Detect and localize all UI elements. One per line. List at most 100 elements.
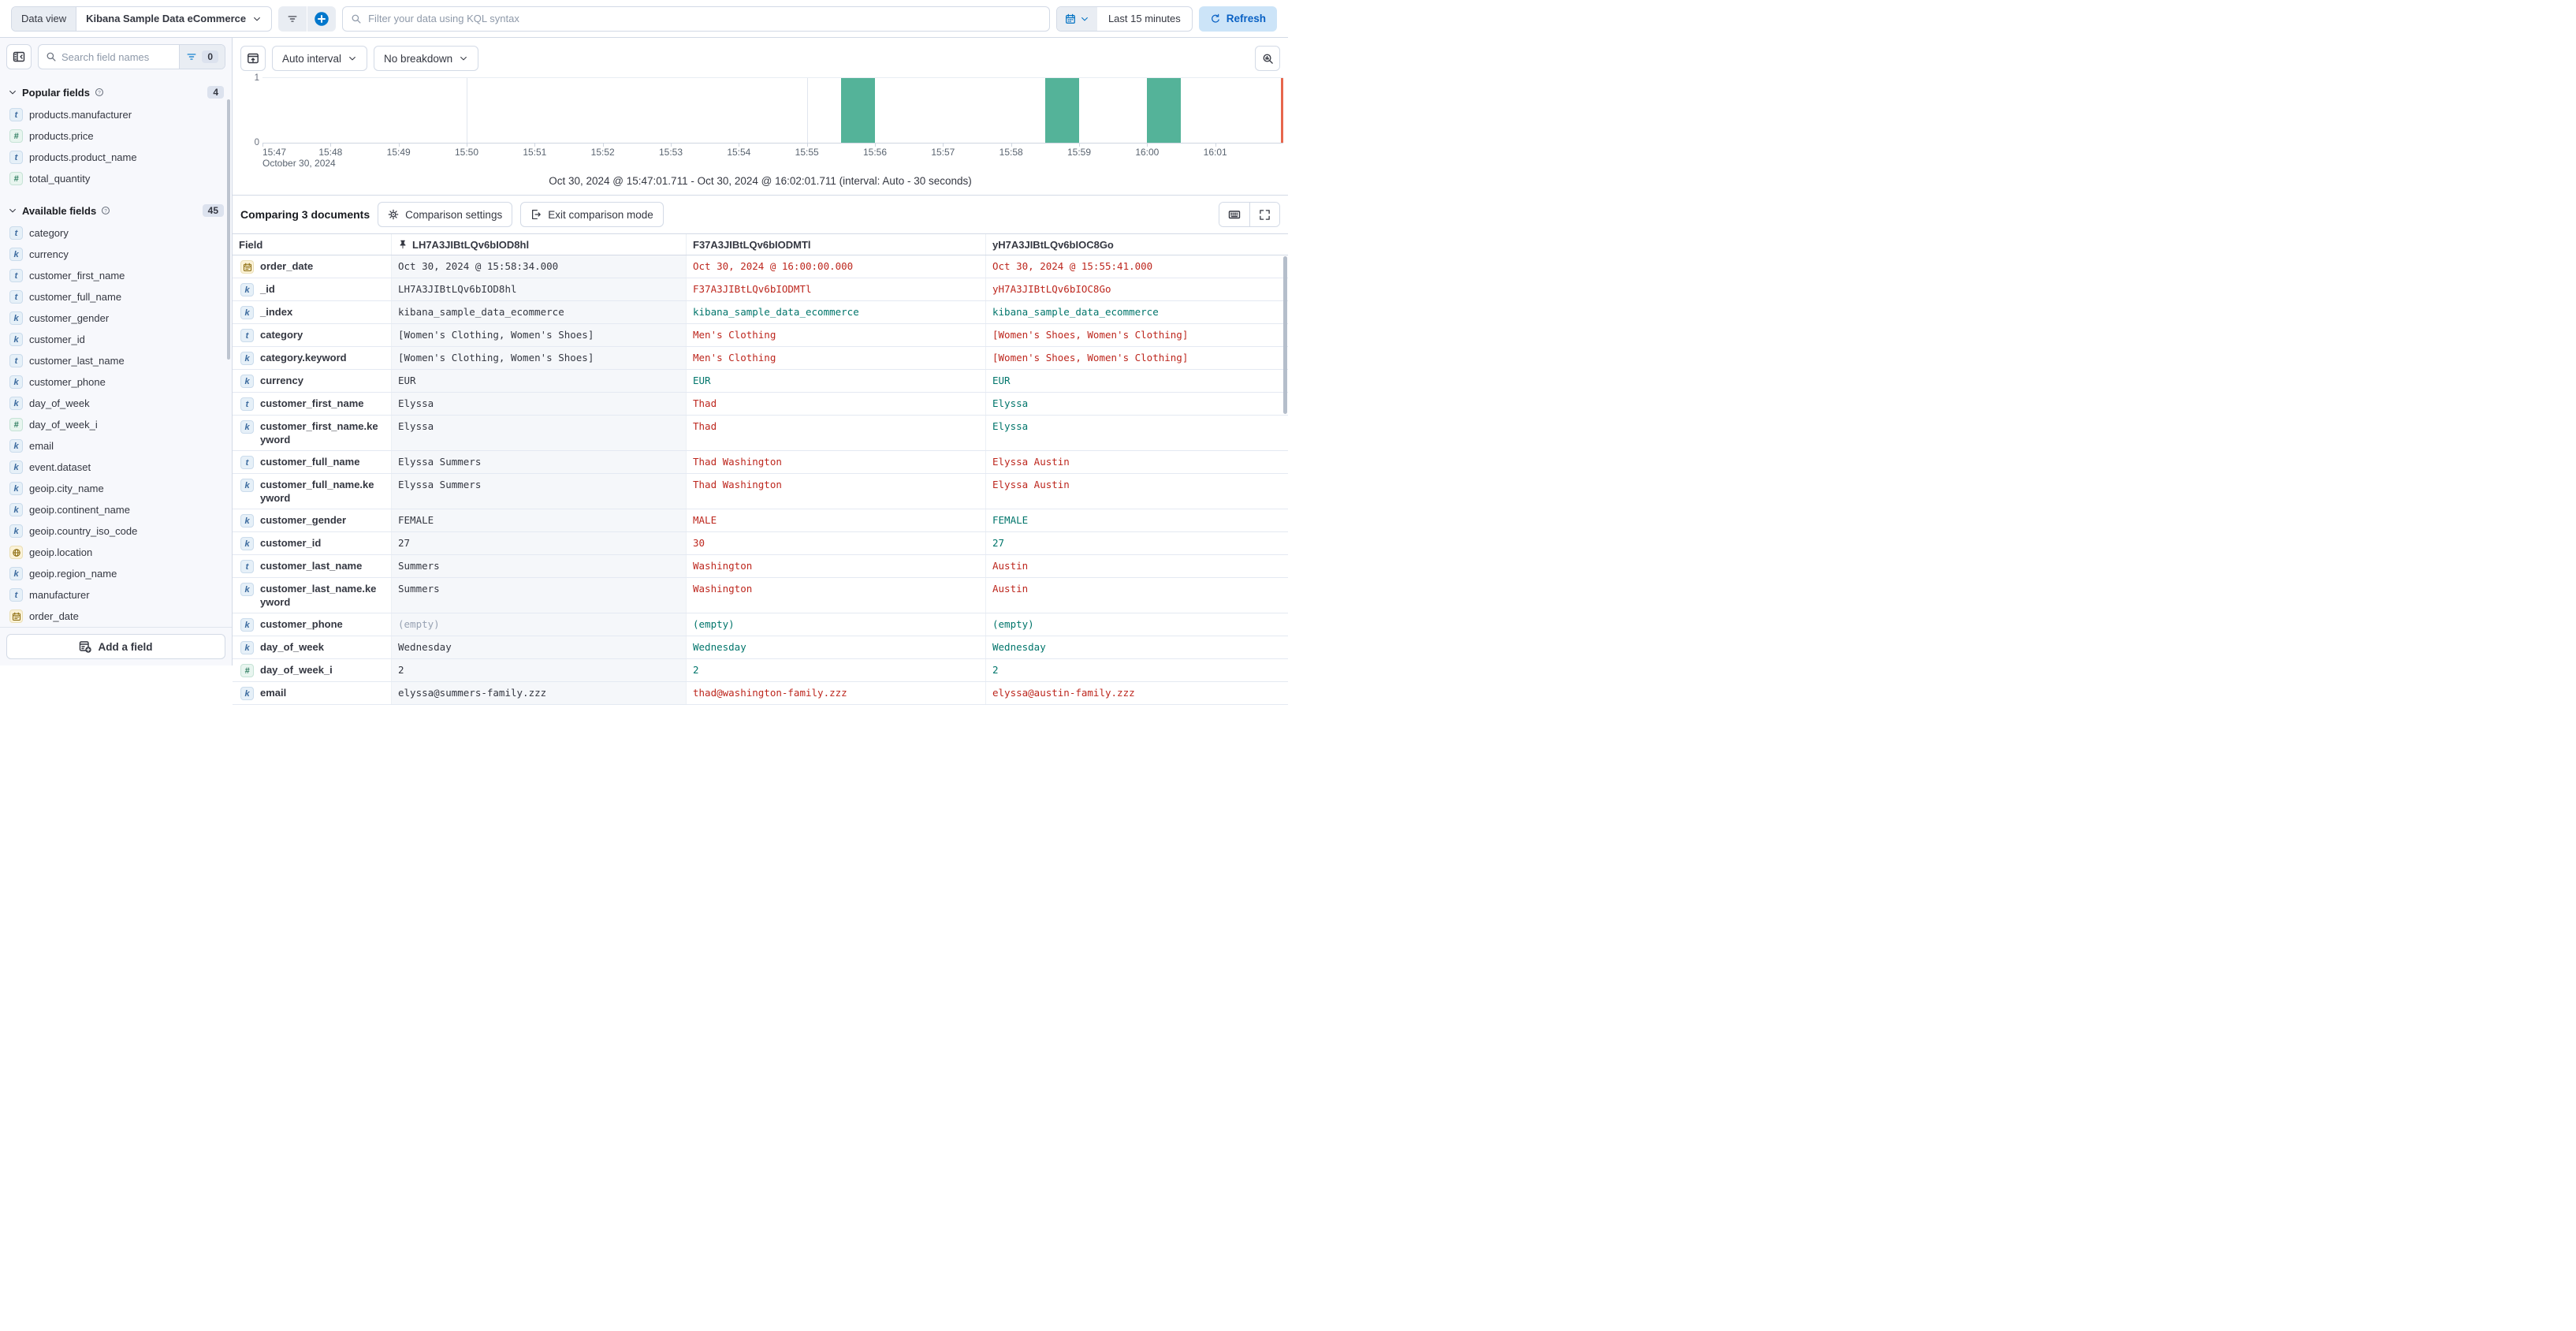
sidebar-field-item[interactable]: t products.manufacturer: [8, 104, 224, 125]
add-field-button[interactable]: Add a field: [6, 634, 225, 659]
doc-value-cell: Elyssa Austin: [992, 479, 1070, 490]
kql-search-input[interactable]: Filter your data using KQL syntax: [342, 6, 1050, 32]
doc-value-cell: Oct 30, 2024 @ 15:55:41.000: [992, 260, 1153, 272]
sidebar-field-item[interactable]: t category: [8, 222, 224, 244]
doc-value-cell: Washington: [687, 578, 986, 613]
comparison-settings-button[interactable]: Comparison settings: [378, 202, 513, 227]
available-fields-header[interactable]: Available fields ? 45: [8, 199, 224, 222]
filter-button[interactable]: [278, 6, 307, 32]
sidebar-field-item[interactable]: t customer_last_name: [8, 350, 224, 371]
sidebar-field-item[interactable]: k currency: [8, 244, 224, 265]
doc-value-cell: Oct 30, 2024 @ 16:00:00.000: [687, 255, 986, 278]
sidebar-scrollbar[interactable]: [227, 99, 230, 360]
field-name: customer_phone: [29, 376, 106, 388]
table-row: k day_of_week Wednesday Wednesday Wednesday: [233, 636, 1288, 659]
field-type-icon-t: t: [9, 151, 23, 164]
sidebar-field-item[interactable]: # products.price: [8, 125, 224, 147]
sidebar-field-item[interactable]: # total_quantity: [8, 168, 224, 189]
sidebar-field-item[interactable]: k customer_id: [8, 329, 224, 350]
sidebar-field-item[interactable]: k customer_phone: [8, 371, 224, 393]
field-name: geoip.region_name: [29, 568, 117, 580]
x-axis-tick: [1215, 144, 1216, 147]
pinned-doc-value-cell: Elyssa: [392, 393, 687, 415]
histogram-bar[interactable]: [1044, 78, 1079, 143]
popular-fields-header[interactable]: Popular fields ? 4: [8, 80, 224, 104]
field-filter-button[interactable]: 0: [179, 45, 225, 69]
table-scrollbar[interactable]: [1283, 256, 1287, 414]
time-range-value[interactable]: Last 15 minutes: [1107, 13, 1181, 24]
fullscreen-button[interactable]: [1249, 203, 1279, 226]
calendar-button[interactable]: [1056, 6, 1097, 31]
field-type-icon-k: k: [9, 439, 23, 453]
calendar-icon: [1065, 13, 1076, 24]
chevron-down-icon: [252, 14, 262, 24]
x-axis-tick: [534, 144, 536, 147]
refresh-button[interactable]: Refresh: [1198, 6, 1277, 32]
svg-text:?: ?: [104, 208, 107, 214]
plus-circle-icon: [314, 11, 329, 27]
sidebar-field-item[interactable]: order_date: [8, 606, 224, 627]
chart-gridline: [806, 78, 808, 143]
interval-label: Auto interval: [282, 52, 342, 65]
field-type-icon-k: k: [9, 460, 23, 474]
sidebar-field-item[interactable]: k geoip.country_iso_code: [8, 520, 224, 542]
x-axis-label: 16:00: [1135, 147, 1160, 158]
available-fields-count: 45: [202, 204, 224, 217]
sidebar-field-item[interactable]: t products.product_name: [8, 147, 224, 168]
pinned-doc-value-cell: 27: [392, 532, 687, 554]
sidebar-field-item[interactable]: k geoip.continent_name: [8, 499, 224, 520]
keyboard-shortcuts-button[interactable]: [1219, 203, 1249, 226]
sidebar-field-item[interactable]: t customer_full_name: [8, 286, 224, 308]
sidebar-field-item[interactable]: # day_of_week_i: [8, 414, 224, 435]
filter-icon: [287, 13, 298, 24]
interval-dropdown[interactable]: Auto interval: [272, 46, 368, 71]
add-filter-button[interactable]: [307, 6, 336, 32]
collapse-sidebar-button[interactable]: [6, 44, 32, 69]
breakdown-dropdown[interactable]: No breakdown: [374, 46, 479, 71]
y-axis-min: 0: [254, 138, 259, 147]
field-name: category: [260, 329, 303, 341]
field-search-input[interactable]: Search field names: [61, 50, 150, 63]
hide-chart-button[interactable]: [240, 46, 266, 71]
field-type-icon-k: k: [9, 524, 23, 538]
sidebar-field-item[interactable]: k geoip.region_name: [8, 563, 224, 584]
filter-button-group: [278, 6, 337, 32]
data-view-select[interactable]: Kibana Sample Data eCommerce: [76, 13, 271, 24]
doc-value-cell: Washington: [687, 555, 986, 577]
x-axis-label: 15:58: [999, 147, 1023, 158]
field-name: customer_id: [260, 537, 322, 549]
table-row: order_date Oct 30, 2024 @ 15:58:34.000 Oct…: [233, 255, 1288, 278]
chevron-down-icon: [459, 54, 468, 63]
doc-value-cell: Wednesday: [992, 641, 1046, 653]
x-axis-tick: [1147, 144, 1148, 147]
histogram-bar[interactable]: [1147, 78, 1182, 143]
edit-visualization-button[interactable]: [1255, 46, 1280, 71]
field-type-icon-k: k: [240, 283, 254, 296]
field-type-icon-date: [240, 260, 254, 274]
sidebar-field-item[interactable]: geoip.location: [8, 542, 224, 563]
sidebar-field-item[interactable]: k geoip.city_name: [8, 478, 224, 499]
doc-value-cell: [Women's Shoes, Women's Clothing]: [992, 329, 1189, 341]
sidebar-field-item[interactable]: k event.dataset: [8, 457, 224, 478]
x-axis-label: 15:51: [523, 147, 547, 158]
sidebar-field-item[interactable]: k customer_gender: [8, 308, 224, 329]
doc-value-cell: Wednesday: [687, 636, 986, 658]
sidebar-field-item[interactable]: k day_of_week: [8, 393, 224, 414]
doc-value-cell: Thad Washington: [687, 451, 986, 473]
sidebar-field-item[interactable]: k email: [8, 435, 224, 457]
pinned-doc-value-cell: kibana_sample_data_ecommerce: [392, 301, 687, 323]
help-icon: ?: [95, 88, 104, 97]
field-type-icon-k: k: [240, 618, 254, 632]
histogram-bar[interactable]: [840, 78, 875, 143]
exit-comparison-button[interactable]: Exit comparison mode: [520, 202, 664, 227]
sidebar-field-item[interactable]: t customer_first_name: [8, 265, 224, 286]
doc-value-cell: Thad: [687, 393, 986, 415]
sidebar-field-item[interactable]: t manufacturer: [8, 584, 224, 606]
field-name: customer_full_name: [260, 456, 360, 468]
doc-value-cell: Elyssa: [992, 397, 1029, 409]
doc-value-cell: EUR: [992, 375, 1011, 386]
field-search: Search field names 0: [38, 44, 225, 69]
popular-fields-count: 4: [207, 86, 224, 99]
x-axis-tick: [806, 144, 808, 147]
field-name: geoip.country_iso_code: [29, 525, 138, 537]
